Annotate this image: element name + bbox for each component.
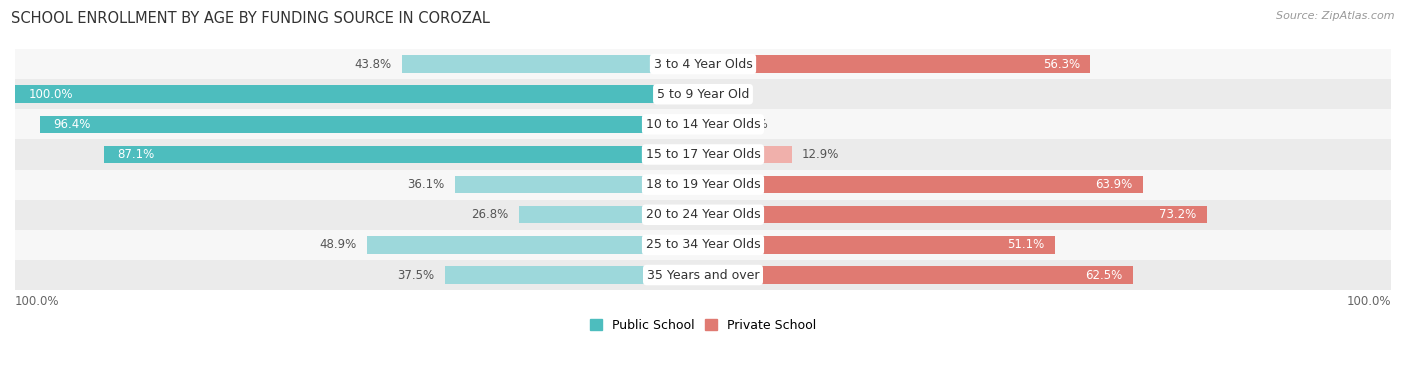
Text: 100.0%: 100.0% xyxy=(1347,294,1391,308)
Bar xyxy=(703,176,1143,194)
Bar xyxy=(367,236,703,254)
Text: 56.3%: 56.3% xyxy=(1043,57,1080,71)
Text: 100.0%: 100.0% xyxy=(15,294,59,308)
Text: 5 to 9 Year Old: 5 to 9 Year Old xyxy=(657,88,749,101)
Text: 63.9%: 63.9% xyxy=(1095,178,1132,191)
Text: 0.0%: 0.0% xyxy=(713,88,742,101)
Bar xyxy=(703,116,728,133)
Bar xyxy=(402,55,703,73)
Text: 12.9%: 12.9% xyxy=(801,148,839,161)
Text: 3.6%: 3.6% xyxy=(738,118,768,131)
Bar xyxy=(15,49,1391,79)
Text: 87.1%: 87.1% xyxy=(118,148,155,161)
Text: 10 to 14 Year Olds: 10 to 14 Year Olds xyxy=(645,118,761,131)
Bar xyxy=(703,206,1206,223)
Bar xyxy=(454,176,703,194)
Text: 62.5%: 62.5% xyxy=(1085,268,1122,282)
Text: 100.0%: 100.0% xyxy=(28,88,73,101)
Bar xyxy=(703,266,1133,284)
Text: SCHOOL ENROLLMENT BY AGE BY FUNDING SOURCE IN COROZAL: SCHOOL ENROLLMENT BY AGE BY FUNDING SOUR… xyxy=(11,11,491,26)
Legend: Public School, Private School: Public School, Private School xyxy=(585,314,821,337)
Bar xyxy=(15,79,1391,109)
Text: 18 to 19 Year Olds: 18 to 19 Year Olds xyxy=(645,178,761,191)
Bar xyxy=(703,55,1090,73)
Bar xyxy=(39,116,703,133)
Bar xyxy=(519,206,703,223)
Bar xyxy=(703,236,1054,254)
Text: 51.1%: 51.1% xyxy=(1007,239,1045,251)
Bar xyxy=(15,230,1391,260)
Text: 43.8%: 43.8% xyxy=(354,57,391,71)
Text: 35 Years and over: 35 Years and over xyxy=(647,268,759,282)
Bar xyxy=(446,266,703,284)
Text: 20 to 24 Year Olds: 20 to 24 Year Olds xyxy=(645,208,761,221)
Text: 48.9%: 48.9% xyxy=(319,239,356,251)
Bar xyxy=(15,170,1391,200)
Text: 25 to 34 Year Olds: 25 to 34 Year Olds xyxy=(645,239,761,251)
Text: 3 to 4 Year Olds: 3 to 4 Year Olds xyxy=(654,57,752,71)
Bar xyxy=(15,260,1391,290)
Text: 37.5%: 37.5% xyxy=(398,268,434,282)
Bar xyxy=(15,109,1391,139)
Text: 73.2%: 73.2% xyxy=(1159,208,1197,221)
Text: 36.1%: 36.1% xyxy=(408,178,444,191)
Bar xyxy=(15,139,1391,170)
Text: 96.4%: 96.4% xyxy=(53,118,91,131)
Bar xyxy=(15,200,1391,230)
Bar xyxy=(15,85,703,103)
Text: 15 to 17 Year Olds: 15 to 17 Year Olds xyxy=(645,148,761,161)
Bar xyxy=(104,146,703,163)
Bar xyxy=(703,146,792,163)
Text: 26.8%: 26.8% xyxy=(471,208,509,221)
Text: Source: ZipAtlas.com: Source: ZipAtlas.com xyxy=(1277,11,1395,21)
